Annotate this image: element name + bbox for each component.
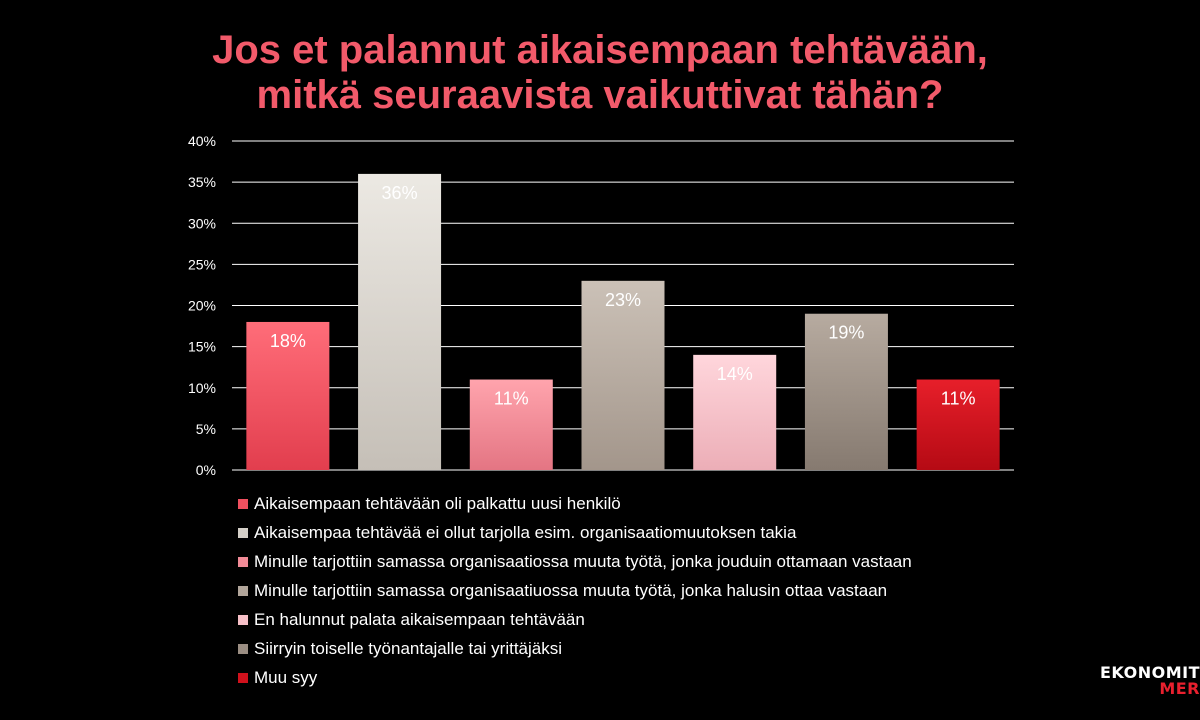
y-tick-label: 5% bbox=[196, 421, 216, 437]
y-tick-label: 10% bbox=[188, 380, 216, 396]
legend-label: Siirryin toiselle työnantajalle tai yrit… bbox=[254, 638, 563, 658]
y-tick-label: 15% bbox=[188, 339, 216, 355]
y-tick-label: 25% bbox=[188, 256, 216, 272]
legend-item: Aikaisempaan tehtävään oli palkattu uusi… bbox=[238, 489, 912, 518]
legend-label: Muu syy bbox=[254, 667, 318, 687]
y-tick-label: 30% bbox=[188, 215, 216, 231]
y-tick-label: 40% bbox=[188, 133, 216, 149]
y-tick-label: 0% bbox=[196, 462, 216, 478]
legend-swatch bbox=[238, 498, 248, 509]
legend-item: Minulle tarjottiin samassa organisaatiuo… bbox=[238, 576, 912, 605]
legend-label: Aikaisempaa tehtävää ei ollut tarjolla e… bbox=[254, 522, 797, 542]
bar-data-label: 23% bbox=[605, 290, 641, 310]
brand-logo: EKONOMIT MER bbox=[1100, 665, 1200, 697]
data-labels: 18% 36% 11% 23% 14% 19% 11% bbox=[270, 183, 976, 409]
bar-data-label: 11% bbox=[494, 389, 529, 409]
bar bbox=[916, 379, 1000, 470]
legend-label: Minulle tarjottiin samassa organisaatiuo… bbox=[254, 580, 888, 600]
bar bbox=[693, 354, 777, 470]
legend-swatch bbox=[238, 614, 248, 625]
bar-data-label: 19% bbox=[828, 323, 864, 343]
legend-item: Siirryin toiselle työnantajalle tai yrit… bbox=[238, 634, 912, 663]
bar bbox=[358, 173, 442, 470]
bar-data-label: 11% bbox=[941, 389, 976, 409]
bar-chart: 0% 5% 10% 15% 20% 25% 30% 35% 40% 18% 36% 11% 23% 14… bbox=[188, 133, 1014, 478]
title-line-2: mitkä seuraavista vaikuttivat tähän? bbox=[256, 73, 944, 117]
logo-text-line-2: MER bbox=[1159, 679, 1200, 698]
bar bbox=[246, 321, 330, 470]
bar bbox=[804, 313, 888, 470]
legend-swatch bbox=[238, 527, 248, 538]
bar-data-label: 18% bbox=[270, 331, 306, 351]
bar-data-label: 36% bbox=[382, 183, 418, 203]
legend: Aikaisempaan tehtävään oli palkattu uusi… bbox=[238, 489, 912, 692]
legend-item: Muu syy bbox=[238, 663, 912, 692]
bar bbox=[469, 379, 553, 470]
legend-swatch bbox=[238, 585, 248, 596]
legend-item: En halunnut palata aikaisempaan tehtävää… bbox=[238, 605, 912, 634]
legend-swatch bbox=[238, 643, 248, 654]
y-tick-label: 35% bbox=[188, 174, 216, 190]
legend-label: Aikaisempaan tehtävään oli palkattu uusi… bbox=[254, 493, 621, 513]
y-axis-tick-labels: 0% 5% 10% 15% 20% 25% 30% 35% 40% bbox=[188, 133, 216, 478]
bar-data-label: 14% bbox=[717, 364, 753, 384]
chart-title: Jos et palannut aikaisempaan tehtävään, … bbox=[0, 28, 1200, 118]
legend-label: Minulle tarjottiin samassa organisaatios… bbox=[254, 551, 912, 571]
legend-item: Aikaisempaa tehtävää ei ollut tarjolla e… bbox=[238, 518, 912, 547]
legend-label: En halunnut palata aikaisempaan tehtävää… bbox=[254, 609, 585, 629]
bar bbox=[581, 280, 665, 470]
bars bbox=[246, 173, 1000, 470]
legend-swatch bbox=[238, 556, 248, 567]
logo-text-line-1: EKONOMIT bbox=[1100, 663, 1200, 682]
legend-item: Minulle tarjottiin samassa organisaatios… bbox=[238, 547, 912, 576]
legend-swatch bbox=[238, 672, 248, 683]
y-tick-label: 20% bbox=[188, 298, 216, 314]
title-line-1: Jos et palannut aikaisempaan tehtävään, bbox=[212, 28, 988, 72]
